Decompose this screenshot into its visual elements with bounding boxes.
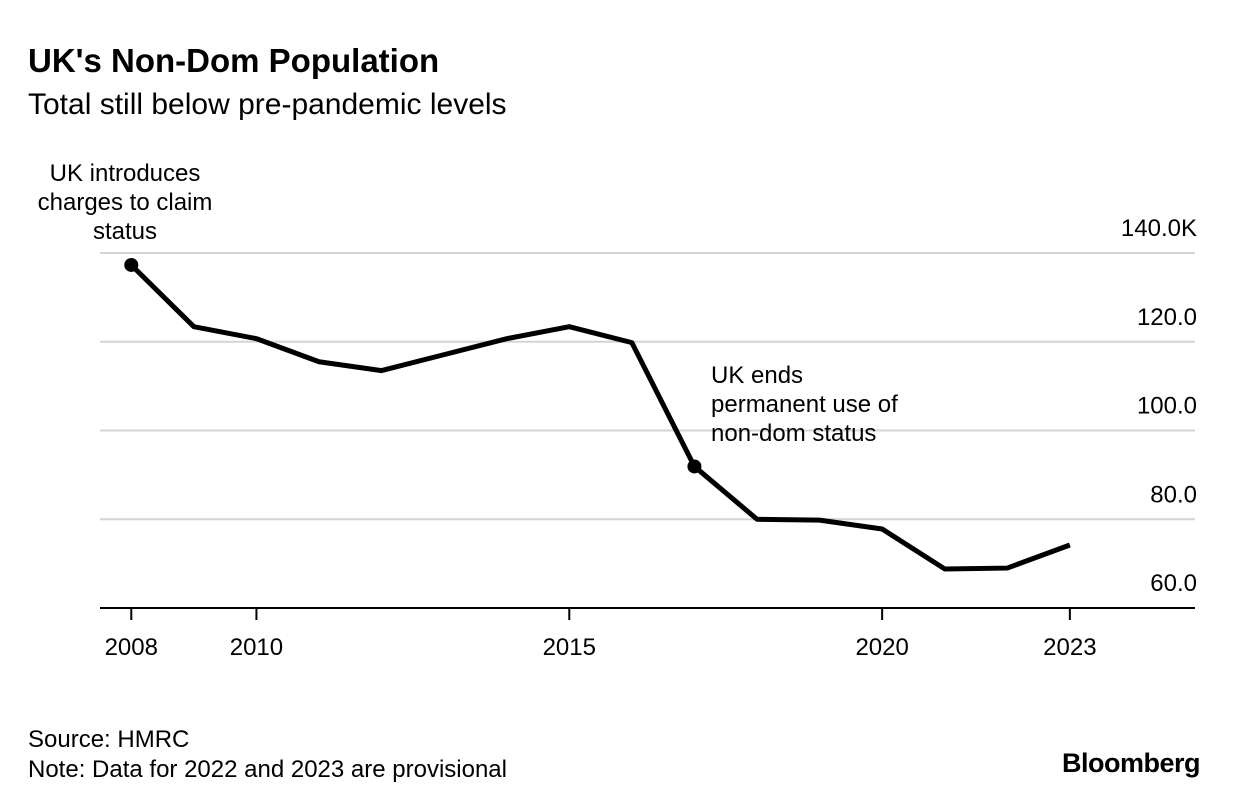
annotation-text: non-dom status (711, 420, 876, 447)
annotation-dot (687, 459, 702, 474)
x-tick-label: 2020 (855, 634, 908, 661)
annotation-text: charges to claim (38, 189, 213, 216)
y-tick-label: 60.0 (1150, 570, 1197, 597)
x-tick-label: 2010 (230, 634, 283, 661)
y-tick-label: 100.0 (1137, 393, 1197, 420)
annotation-text: status (93, 218, 157, 245)
annotation-text: UK introduces (50, 160, 201, 187)
x-tick-label: 2023 (1043, 634, 1096, 661)
brand: Bloomberg (1062, 748, 1200, 778)
annotation-text: UK ends (711, 362, 803, 389)
y-tick-label: 120.0 (1137, 304, 1197, 331)
source: Source: HMRC (28, 726, 189, 753)
x-tick-label: 2015 (543, 634, 596, 661)
chart-title: UK's Non-Dom Population (28, 42, 439, 79)
note: Note: Data for 2022 and 2023 are provisi… (28, 756, 507, 783)
x-tick-label: 2008 (105, 634, 158, 661)
chart-subtitle: Total still below pre-pandemic levels (28, 88, 507, 121)
annotation-dot (124, 257, 139, 272)
annotation-text: permanent use of (711, 391, 898, 418)
y-tick-label: 140.0K (1121, 215, 1197, 242)
y-tick-label: 80.0 (1150, 481, 1197, 508)
line (129, 263, 1071, 572)
